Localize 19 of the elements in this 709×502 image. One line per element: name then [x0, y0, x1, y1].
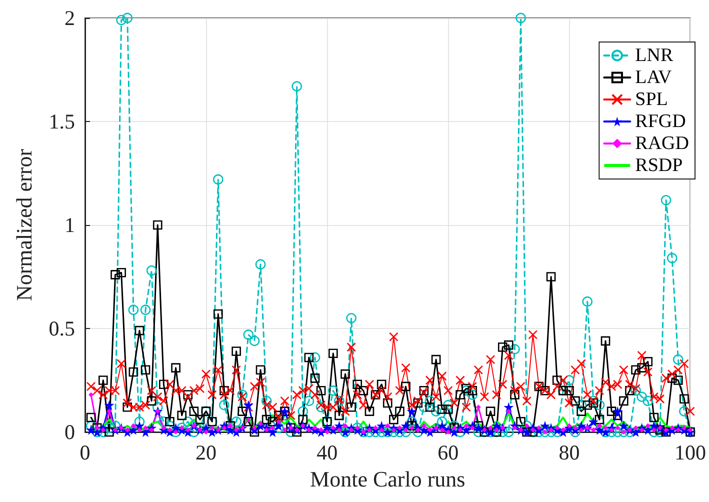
x-tick-label: 80: [558, 440, 580, 464]
x-tick-label: 20: [196, 440, 217, 464]
legend-label: LAV: [635, 67, 672, 88]
legend-label: SPL: [635, 89, 668, 110]
x-tick-label: 0: [80, 440, 90, 464]
legend-label: LNR: [635, 45, 674, 66]
x-tick-label: 60: [438, 440, 459, 464]
y-tick-label: 1.5: [48, 110, 75, 134]
legend-label: RAGD: [635, 133, 690, 154]
x-axis-title: Monte Carlo runs: [310, 466, 466, 492]
y-axis-title: Normalized error: [12, 148, 36, 302]
y-tick-label: 1: [64, 213, 75, 237]
legend-label: RSDP: [635, 155, 683, 176]
legend-label: RFGD: [635, 111, 686, 132]
x-tick-label: 40: [316, 440, 338, 464]
x-tick-label: 100: [674, 440, 706, 464]
y-tick-label: 2: [64, 6, 75, 30]
y-tick-label: 0.5: [48, 316, 75, 340]
y-tick-label: 0: [64, 420, 75, 444]
